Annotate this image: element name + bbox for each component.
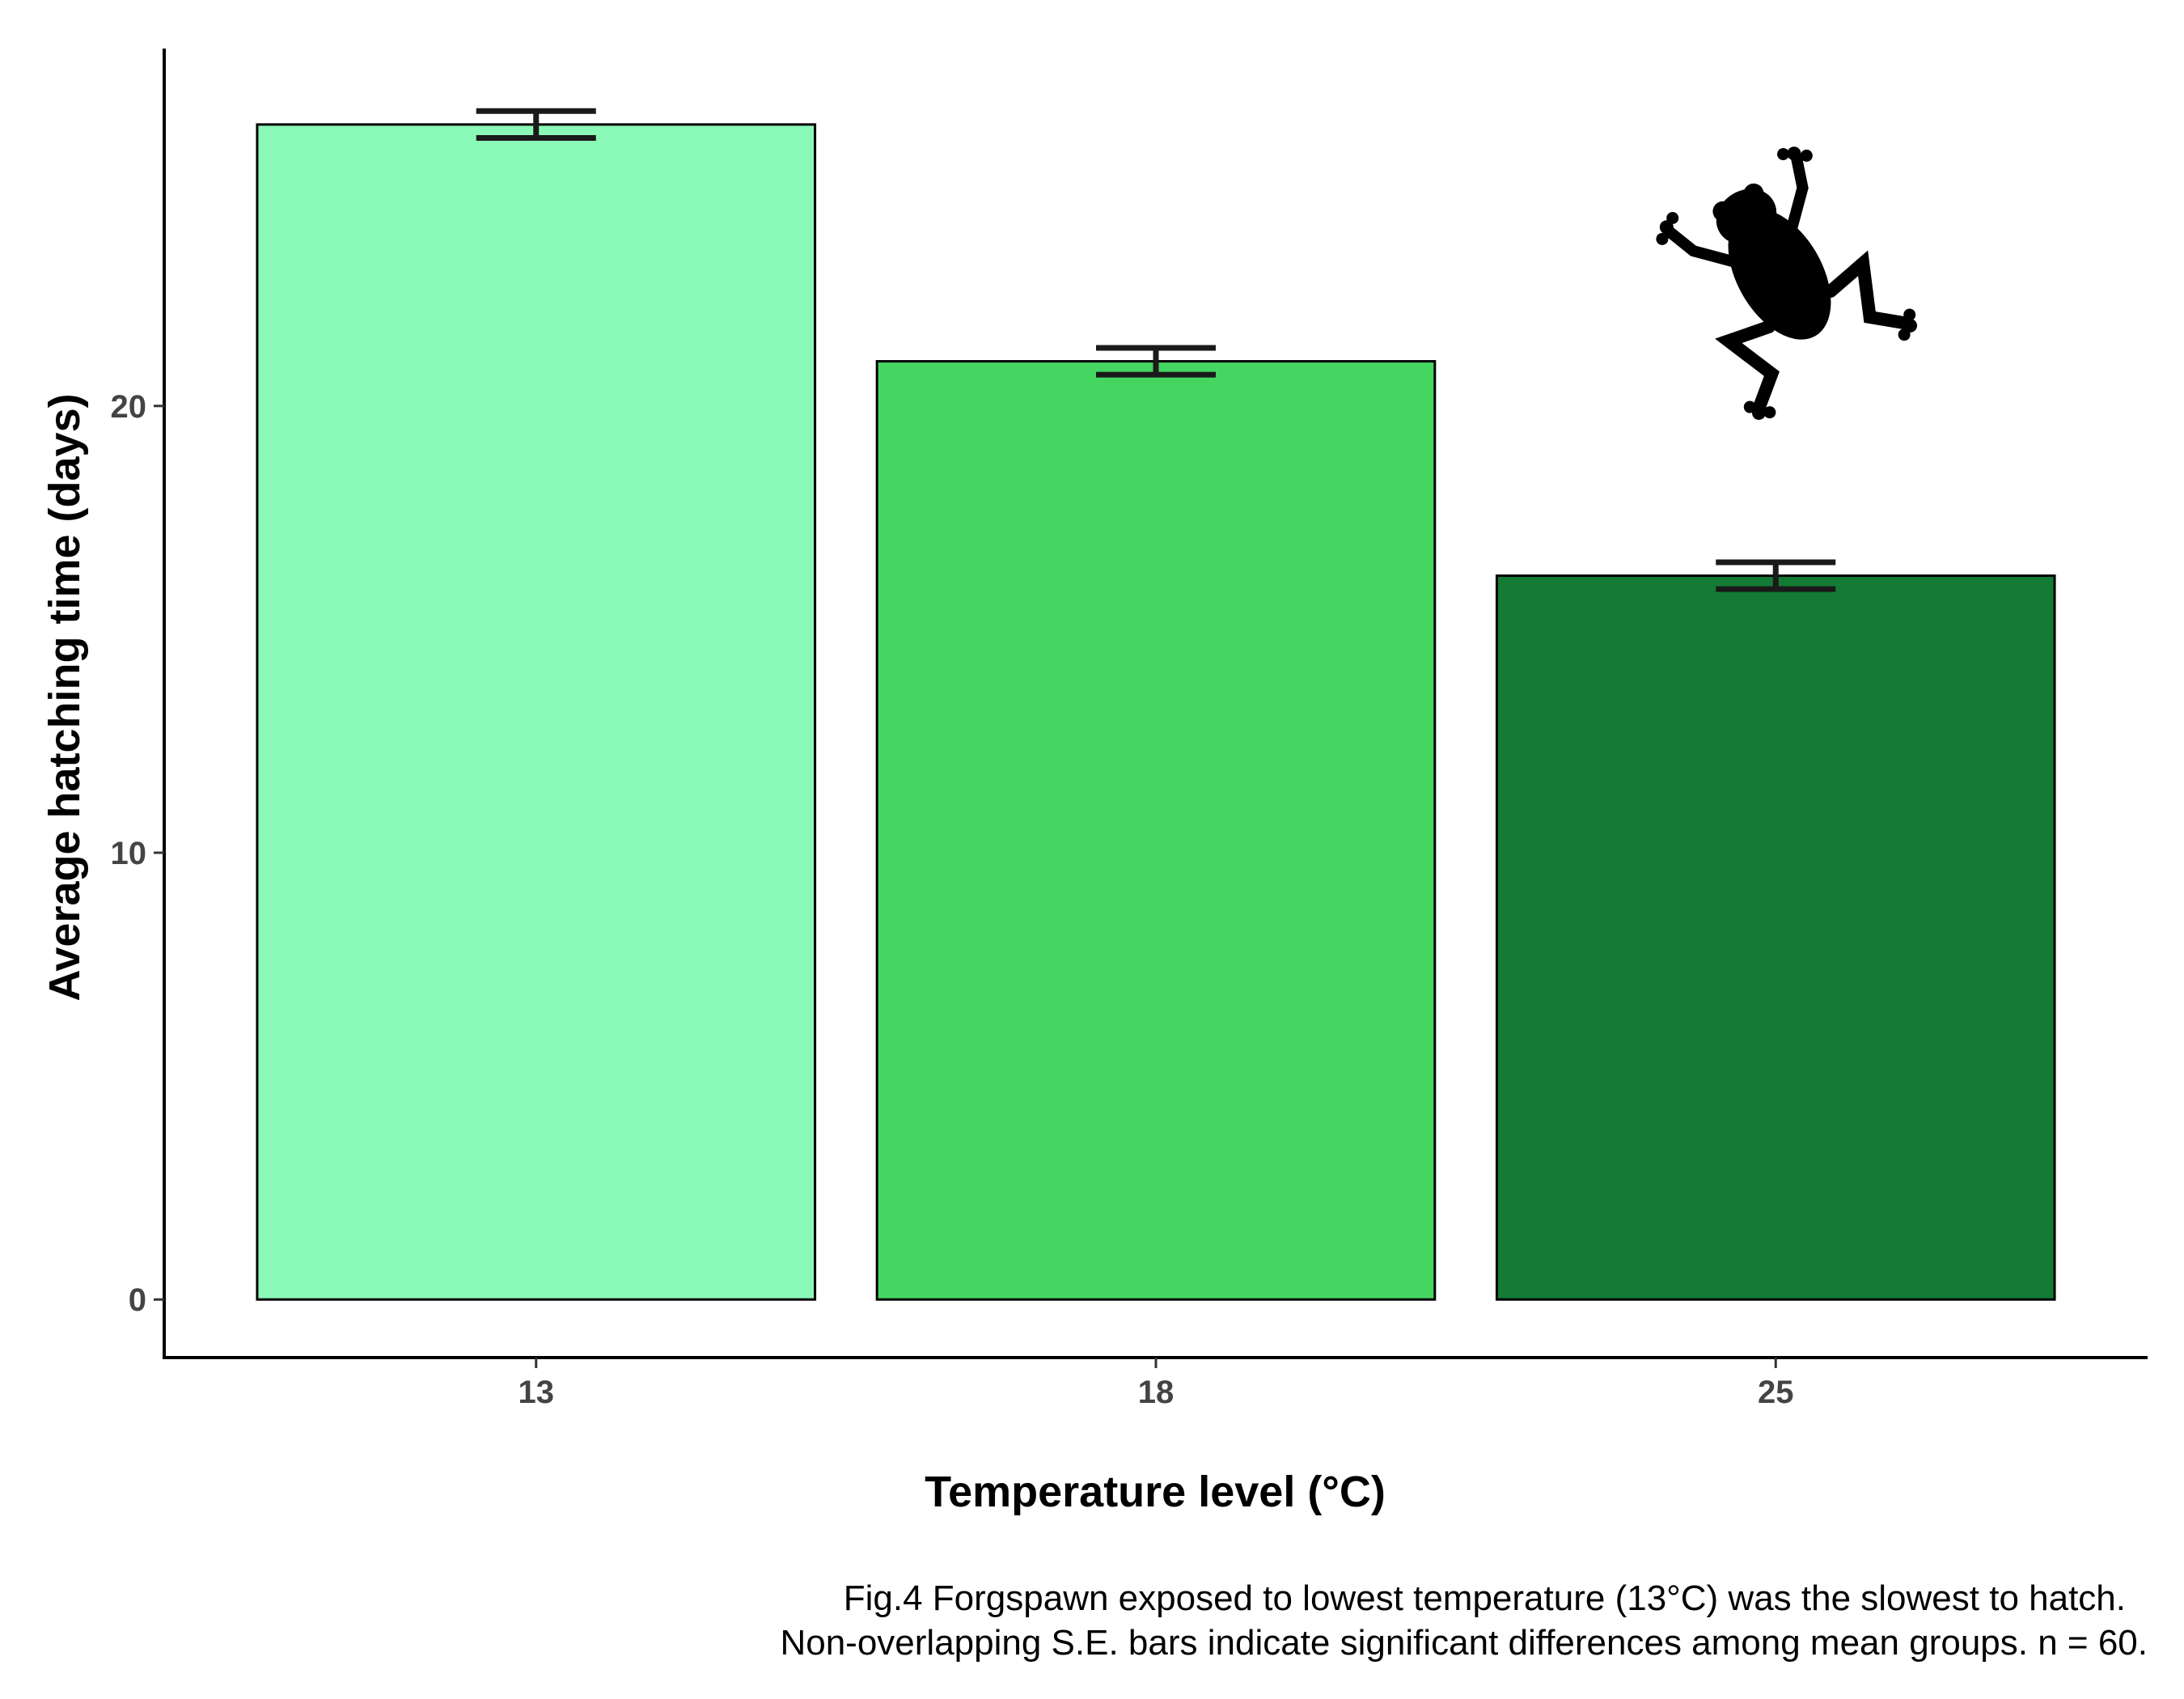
x-tick-label: 25 <box>1758 1375 1794 1410</box>
error-bar-13 <box>476 108 596 141</box>
error-bar-18 <box>1096 345 1216 378</box>
bar-13 <box>256 123 817 1301</box>
y-ticks-layer: 0 10 20 <box>111 389 164 1318</box>
x-ticks-layer: 13 18 25 <box>518 1358 1794 1410</box>
bar-18 <box>875 360 1437 1301</box>
bars-layer <box>256 123 2056 1301</box>
y-tick-label: 20 <box>111 389 147 425</box>
error-bar-25 <box>1716 559 1836 592</box>
x-axis-title: Temperature level (°C) <box>925 1468 1386 1516</box>
x-tick-label: 18 <box>1138 1375 1175 1410</box>
frog-silhouette-icon <box>1656 146 1918 420</box>
bar-25 <box>1495 574 2056 1301</box>
caption-line-2: Non-overlapping S.E. bars indicate signi… <box>780 1623 2148 1663</box>
y-axis-title: Average hatching time (days) <box>40 393 89 1001</box>
y-tick-label: 10 <box>111 836 147 871</box>
caption-line-1: Fig.4 Forgspawn exposed to lowest temper… <box>844 1578 2126 1618</box>
error-bars-layer <box>476 108 1836 592</box>
y-tick-label: 0 <box>129 1282 146 1318</box>
x-tick-label: 13 <box>518 1375 555 1410</box>
